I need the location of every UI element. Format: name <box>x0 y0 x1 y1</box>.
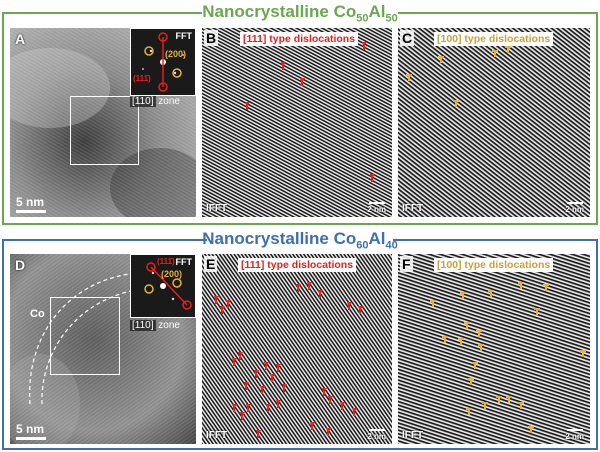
section-frame-green <box>2 13 598 225</box>
panel-f-ifft: F [100] type dislocations IFFT 2 nm <box>398 254 590 444</box>
spot-label-red: (111̄) <box>157 257 175 266</box>
fringe-image <box>398 28 590 217</box>
fft-pattern <box>144 262 192 310</box>
scale-text: 5 nm <box>16 195 45 209</box>
scale-bar: 2 nm <box>367 429 386 441</box>
panel-label: E <box>204 256 218 272</box>
panel-title: [100] type dislocations <box>434 32 554 46</box>
panel-label: A <box>15 31 26 47</box>
panel-e-ifft: E [111] type dislocations <box>202 254 392 444</box>
spot-label-red: (111̄) <box>133 74 151 83</box>
scale-bar: 5 nm <box>16 195 46 213</box>
zone-label: [110] zone <box>130 320 180 331</box>
panel-label: F <box>400 256 413 272</box>
scale-bar: 5 nm <box>16 422 46 440</box>
dislocation-markers <box>214 282 363 438</box>
fft-label: FFT <box>175 257 193 267</box>
ifft-label: IFFT <box>206 203 228 214</box>
dislocation-marker <box>214 282 363 438</box>
frame-top-left <box>2 11 202 14</box>
spot-label-gold: (200) <box>165 49 187 59</box>
zone-suffix: zone <box>158 320 180 331</box>
panel-a-hrtem: A FFT (200) (111̄) [110] zone 5 nm <box>10 28 196 217</box>
selection-box <box>50 297 120 375</box>
fft-inset: FFT (200) (111̄) <box>130 28 196 96</box>
section-title-co50al50: Nanocrystalline Co50Al50 <box>0 2 600 28</box>
selection-box <box>70 96 139 165</box>
scale-bar: 2 nm <box>367 202 386 214</box>
title-sub2: 40 <box>385 239 398 252</box>
scale-text: 2 nm <box>367 432 386 441</box>
frame-top-left <box>2 238 207 241</box>
title-mid: Al <box>368 2 386 21</box>
panel-label: C <box>400 30 415 46</box>
scale-bar: 2 nm <box>565 202 584 214</box>
grain-label: Co <box>30 308 45 320</box>
panel-d-hrtem: D Co FFT (200) (111̄) [110] zone 5 nm <box>10 254 196 444</box>
frame-top-right <box>398 11 598 14</box>
scale-text: 2 nm <box>367 205 386 214</box>
panel-c-ifft: C [100] type dislocations IFFT 2 nm <box>398 28 590 217</box>
dislocation-markers <box>245 42 375 182</box>
dislocation-markers <box>406 46 511 107</box>
panel-title: [100] type dislocations <box>434 258 554 272</box>
zone-suffix: zone <box>158 96 180 107</box>
dislocation-marker <box>406 46 511 107</box>
dislocation-marker <box>245 42 375 182</box>
dislocation-markers <box>430 282 586 433</box>
scale-text: 5 nm <box>16 422 45 436</box>
panel-b-ifft: B [111] type dislocations IFFT 2 nm <box>202 28 392 217</box>
panel-title: [111] type dislocations <box>238 258 357 272</box>
panel-label: B <box>204 30 219 46</box>
panel-title: [111] type dislocations <box>240 32 359 46</box>
ifft-label: IFFT <box>402 430 424 441</box>
title-sub1: 60 <box>356 239 369 252</box>
scale-text: 2 nm <box>565 205 584 214</box>
title-text: Nanocrystalline Co <box>202 229 357 248</box>
ifft-label: IFFT <box>206 430 228 441</box>
title-sub1: 50 <box>356 12 369 25</box>
section-frame-blue <box>2 240 598 450</box>
zone-prefix: [110] <box>130 96 156 107</box>
title-sub2: 50 <box>385 12 398 25</box>
fft-pattern <box>142 32 184 92</box>
fft-inset: FFT (200) (111̄) <box>130 254 196 318</box>
panel-label: D <box>15 257 26 273</box>
scale-text: 2 nm <box>565 432 584 441</box>
dislocation-marker <box>430 282 586 433</box>
spot-label-gold: (200) <box>161 269 183 279</box>
fringe-image <box>202 28 392 217</box>
scale-bar: 2 nm <box>565 429 584 441</box>
frame-top-right <box>393 238 598 241</box>
zone-label: [110] zone <box>130 96 180 107</box>
title-mid: Al <box>368 229 386 248</box>
fringe-image <box>398 254 590 444</box>
ifft-label: IFFT <box>402 203 424 214</box>
zone-prefix: [110] <box>130 320 156 331</box>
title-text: Nanocrystalline Co <box>202 2 357 21</box>
fft-label: FFT <box>175 31 193 41</box>
section-title-co60al40: Nanocrystalline Co60Al40 <box>0 229 600 255</box>
